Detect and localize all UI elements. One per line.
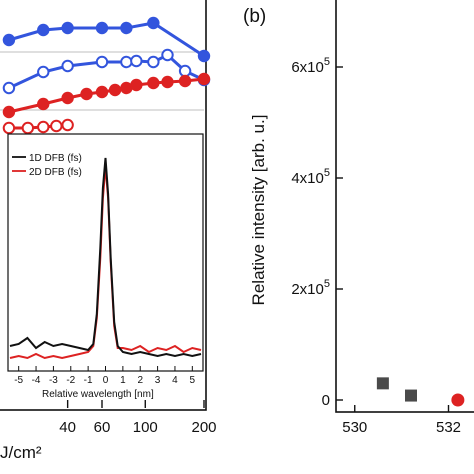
- panel-a-x-tick-label: 40: [59, 419, 76, 436]
- panel-a-point: [108, 83, 122, 97]
- panel-a-point: [37, 120, 50, 134]
- inset-series-group: [9, 157, 202, 360]
- panel-a-xlabel-fragment: J/cm²: [0, 443, 42, 462]
- panel-a-point: [2, 33, 16, 47]
- inset-x-tick-label: 0: [103, 375, 109, 386]
- inset-x-tick-label: -5: [14, 375, 23, 386]
- panel-b-x-tick-label: 530: [342, 419, 367, 436]
- panel-a-point: [197, 72, 211, 86]
- panel-a-point: [80, 87, 93, 101]
- inset-series-line: [9, 157, 202, 358]
- panel-a-point: [37, 65, 50, 79]
- panel-a-x-ticks: 40 60 100 200: [59, 400, 217, 436]
- inset-x-tick-label: 1: [120, 375, 126, 386]
- panel-a-point: [37, 97, 50, 111]
- panel-a-point: [2, 105, 16, 119]
- panel-a-point: [161, 75, 174, 89]
- panel-a-x-tick-label: 60: [94, 419, 111, 436]
- panel-a-point: [61, 59, 74, 73]
- panel-a-point: [120, 81, 133, 95]
- panel-a-point: [2, 81, 16, 95]
- inset-x-ticks: -5 -4 -3 -2 -1 0 1 2 3 4 5: [14, 366, 196, 386]
- panel-a-point: [147, 16, 160, 30]
- legend-label-1d: 1D DFB (fs): [29, 153, 82, 164]
- panel-a-point: [37, 23, 50, 37]
- panel-a-point: [130, 78, 143, 92]
- inset-x-tick-label: -2: [66, 375, 75, 386]
- panel-a-point: [120, 55, 133, 69]
- panel-a-point: [21, 121, 35, 135]
- inset-x-tick-label: 5: [190, 375, 196, 386]
- panel-b-x-ticks: 530 532: [342, 405, 461, 436]
- panel-a-point: [197, 49, 211, 63]
- panel-a-point: [95, 21, 109, 35]
- panel-a-point: [61, 21, 74, 35]
- panel-a-point: [2, 121, 16, 135]
- panel-a-point: [95, 85, 109, 99]
- panel-a-point: [95, 55, 109, 69]
- panel-a-point: [147, 55, 160, 69]
- panel-a-point: [120, 21, 133, 35]
- panel-a-point: [147, 76, 160, 90]
- panel-a-x-tick-label: 200: [191, 419, 216, 436]
- panel-b-square-point: [376, 377, 389, 390]
- inset-x-tick-label: -3: [49, 375, 58, 386]
- panel-b-frame: [335, 0, 474, 413]
- panel-a-point: [50, 119, 63, 133]
- panel-b-y-ticks: 0 2x105 4x105 6x105: [291, 56, 343, 409]
- panel-a-frame: [0, 0, 207, 411]
- panel-b-y-tick-label: 2x105: [291, 278, 330, 298]
- inset-x-tick-label: 2: [137, 375, 143, 386]
- panel-b-ylabel: Relative intensity [arb. u.]: [249, 115, 268, 306]
- panel-a-point: [178, 64, 192, 78]
- panel-b-label: (b): [243, 6, 266, 27]
- panel-b: (b) 0 2x105 4x105 6x105 530 532 Relative int…: [243, 0, 474, 436]
- panel-b-y-tick-label: 0: [322, 392, 330, 409]
- panel-b-series-group: [376, 377, 465, 407]
- panel-b-y-tick-label: 6x105: [291, 56, 330, 76]
- inset-x-tick-label: -4: [32, 375, 41, 386]
- panel-a-point: [130, 54, 143, 68]
- panel-b-y-tick-label: 4x105: [291, 167, 330, 187]
- panel-a-point: [178, 74, 192, 88]
- panel-a-point: [61, 91, 74, 105]
- inset-x-tick-label: -1: [84, 375, 93, 386]
- panel-a-point: [61, 118, 74, 132]
- inset-xlabel: Relative wavelength [nm]: [42, 389, 154, 400]
- panel-a-x-tick-label: 100: [133, 419, 158, 436]
- inset-x-tick-label: 4: [172, 375, 178, 386]
- legend-label-2d: 2D DFB (fs): [29, 167, 82, 178]
- inset-x-tick-label: 3: [155, 375, 161, 386]
- panel-b-x-tick-label: 532: [436, 419, 461, 436]
- inset-legend: 1D DFB (fs) 2D DFB (fs): [12, 153, 82, 178]
- panel-a: 40 60 100 200 J/cm² -5 -4 -3 -2 -1 0 1 2 3 4 5 Relati…: [0, 0, 217, 462]
- panel-a-series-group: [2, 16, 211, 135]
- panel-b-circle-point: [451, 393, 465, 407]
- panel-b-square-point: [405, 389, 417, 402]
- panel-a-point: [161, 48, 174, 62]
- panel-a-inset: -5 -4 -3 -2 -1 0 1 2 3 4 5 Relative wavelength [nm…: [7, 133, 204, 400]
